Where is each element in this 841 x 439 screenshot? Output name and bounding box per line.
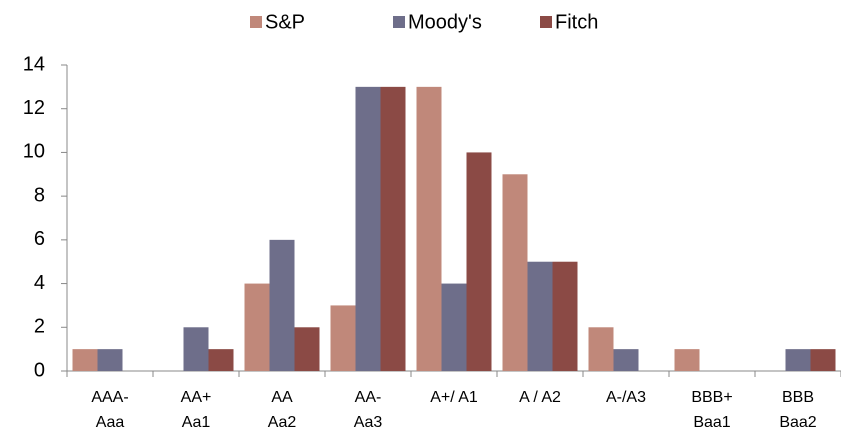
bar bbox=[97, 349, 123, 371]
bar bbox=[674, 349, 700, 371]
bar bbox=[416, 86, 442, 371]
legend-swatch bbox=[250, 16, 262, 28]
bar bbox=[294, 327, 320, 371]
x-tick-label: AA- bbox=[355, 389, 382, 406]
x-tick-label: A+/ A1 bbox=[430, 389, 478, 406]
x-tick-label: AA bbox=[271, 389, 293, 406]
bar bbox=[72, 349, 98, 371]
legend-swatch bbox=[540, 16, 552, 28]
bar bbox=[208, 349, 234, 371]
bar bbox=[269, 239, 295, 371]
y-tick-label: 10 bbox=[23, 141, 45, 163]
bar bbox=[785, 349, 811, 371]
bar bbox=[502, 174, 528, 371]
bar bbox=[588, 327, 614, 371]
bar bbox=[613, 349, 639, 371]
y-tick-label: 6 bbox=[34, 228, 45, 250]
x-tick-label: Aa3 bbox=[354, 414, 383, 431]
bar bbox=[183, 327, 209, 371]
legend-swatch bbox=[393, 16, 405, 28]
x-tick-label: BBB bbox=[782, 389, 814, 406]
x-tick-label: A / A2 bbox=[519, 389, 561, 406]
bar bbox=[355, 86, 381, 371]
legend-label: Fitch bbox=[555, 11, 598, 33]
bar bbox=[244, 283, 270, 371]
bar bbox=[441, 283, 467, 371]
x-tick-label: Aa2 bbox=[268, 414, 297, 431]
bar bbox=[380, 86, 406, 371]
y-tick-label: 4 bbox=[34, 272, 45, 294]
x-tick-label: Aaa bbox=[96, 414, 125, 431]
x-tick-label: Baa2 bbox=[779, 414, 816, 431]
bar bbox=[330, 305, 356, 371]
y-tick-label: 0 bbox=[34, 359, 45, 381]
y-tick-label: 12 bbox=[23, 97, 45, 119]
x-tick-label: AA+ bbox=[181, 389, 212, 406]
bar bbox=[810, 349, 836, 371]
y-tick-label: 2 bbox=[34, 316, 45, 338]
legend-label: Moody's bbox=[408, 11, 482, 33]
x-tick-label: Baa1 bbox=[693, 414, 730, 431]
legend-label: S&P bbox=[265, 11, 305, 33]
bar bbox=[466, 152, 492, 371]
x-tick-label: Aa1 bbox=[182, 414, 211, 431]
bar bbox=[552, 261, 578, 371]
x-tick-label: AAA- bbox=[91, 389, 128, 406]
y-tick-label: 8 bbox=[34, 184, 45, 206]
x-tick-label: A-/A3 bbox=[606, 389, 646, 406]
x-tick-label: BBB+ bbox=[691, 389, 732, 406]
y-tick-label: 14 bbox=[23, 53, 45, 75]
bar bbox=[527, 261, 553, 371]
